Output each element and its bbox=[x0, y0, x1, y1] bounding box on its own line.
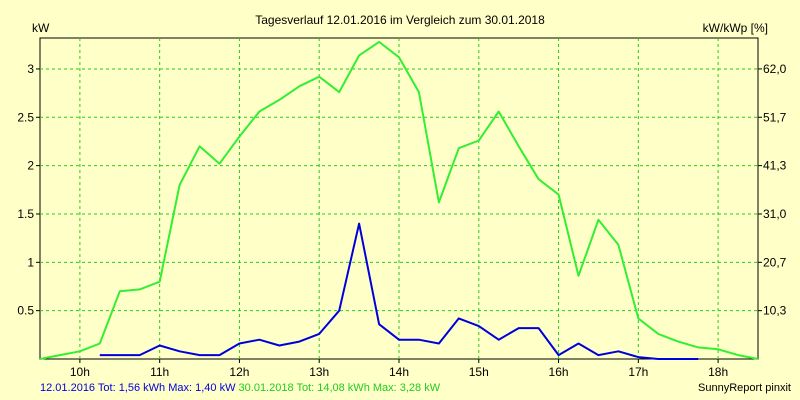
footer-summary: 12.01.2016 Tot: 1,56 kWh Max: 1,40 kW 30… bbox=[40, 382, 440, 394]
footer-credit: SunnyReport pinxit bbox=[698, 382, 791, 394]
y2-tick-label: 31,0 bbox=[763, 207, 787, 221]
y2-tick-label: 20,7 bbox=[763, 255, 787, 269]
series bbox=[39, 40, 759, 360]
y-tick-label: 0.5 bbox=[17, 304, 34, 318]
x-tick-label: 18h bbox=[708, 365, 728, 379]
x-tick-label: 12h bbox=[229, 365, 249, 379]
y-axis-label: kW bbox=[32, 21, 50, 35]
chart-title: Tagesverlauf 12.01.2016 im Vergleich zum… bbox=[255, 13, 545, 27]
ticks: 10h 11h 12h 13h 14h 15h 16h 17h 18h 0.5 10,3 1 20,7 1… bbox=[17, 62, 786, 379]
y-tick-label: 1 bbox=[27, 255, 34, 269]
x-tick-label: 13h bbox=[309, 365, 329, 379]
x-tick-label: 17h bbox=[628, 365, 648, 379]
x-tick-label: 16h bbox=[549, 365, 569, 379]
series-line-30-01-2018 bbox=[39, 40, 759, 360]
footer: 12.01.2016 Tot: 1,56 kWh Max: 1,40 kW 30… bbox=[0, 382, 800, 398]
y-tick-label: 2.5 bbox=[17, 110, 34, 124]
y2-axis-label: kW/kWp [%] bbox=[703, 21, 768, 35]
series-line-12-01-2016 bbox=[99, 222, 699, 360]
y2-tick-label: 41,3 bbox=[763, 159, 787, 173]
y-tick-label: 3 bbox=[27, 62, 34, 76]
y-tick-label: 1.5 bbox=[17, 207, 34, 221]
y2-tick-label: 10,3 bbox=[763, 304, 787, 318]
y2-tick-label: 51,7 bbox=[763, 110, 787, 124]
footer-series-2016: 12.01.2016 Tot: 1,56 kWh Max: 1,40 kW bbox=[40, 382, 236, 394]
grid bbox=[40, 38, 758, 359]
footer-series-2018: 30.01.2018 Tot: 14,08 kWh Max: 3,28 kW bbox=[238, 382, 441, 394]
y2-tick-label: 62,0 bbox=[763, 62, 787, 76]
x-tick-label: 10h bbox=[70, 365, 90, 379]
x-tick-label: 11h bbox=[150, 365, 169, 379]
x-tick-label: 15h bbox=[469, 365, 489, 379]
x-tick-label: 14h bbox=[389, 365, 409, 379]
y-tick-label: 2 bbox=[27, 159, 34, 173]
